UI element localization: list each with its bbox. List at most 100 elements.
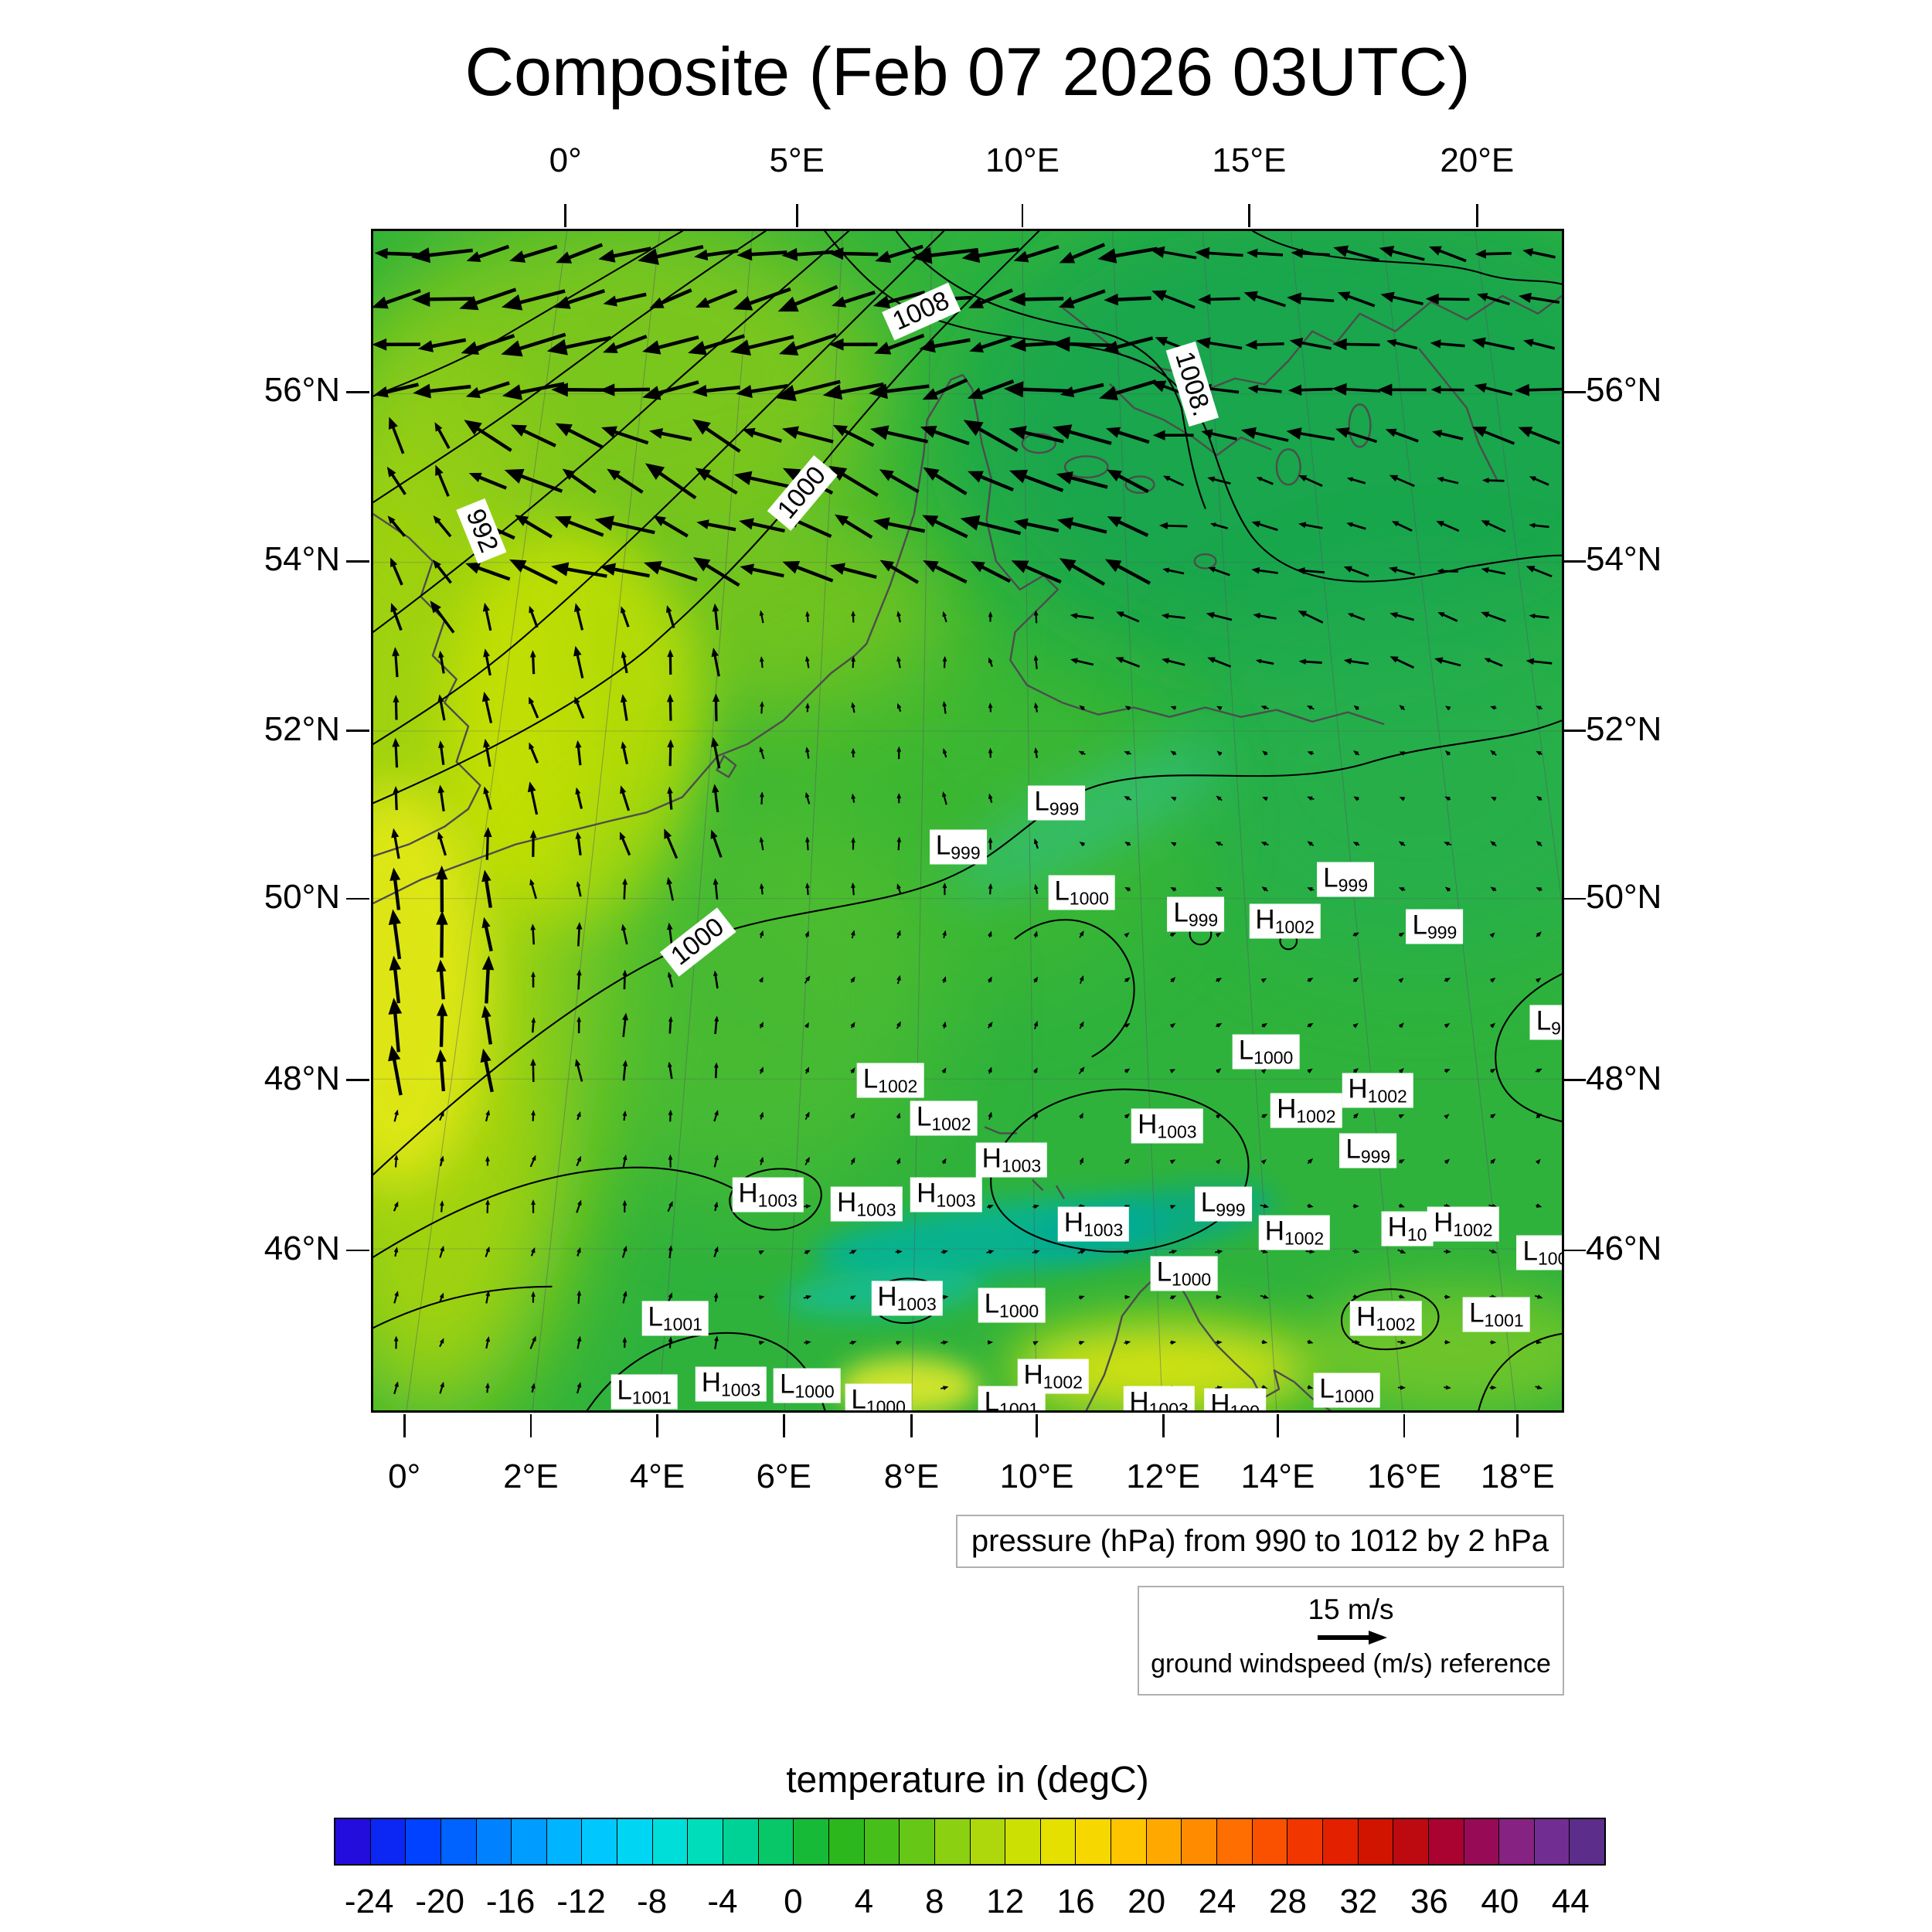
axis-label-lat-left: 52°N (264, 709, 340, 748)
contour-label: 1008. (1165, 342, 1219, 427)
axis-tick-top (1021, 204, 1024, 227)
pressure-center-label: H1002 (1249, 903, 1321, 939)
wind-reference-arrow-icon (1318, 1631, 1387, 1645)
axis-label-bottom: 2°E (503, 1458, 559, 1495)
colorbar-tick-label: -4 (707, 1883, 738, 1920)
pressure-center-value: 1003 (1157, 1121, 1197, 1142)
pressure-center-value: 1003 (856, 1199, 896, 1220)
colorbar-tick-label: 12 (986, 1883, 1025, 1920)
pressure-center-value: 999 (1188, 910, 1219, 930)
pressure-center-letter: H (837, 1187, 857, 1218)
pressure-center-label: L1000 (1313, 1372, 1380, 1408)
pressure-center-letter: L (935, 830, 951, 861)
pressure-center-letter: H (877, 1281, 897, 1312)
pressure-labels-layer: L999L999L1000L999H1002L999L999L99L1000L1… (373, 231, 1562, 1410)
axis-tick-top (564, 204, 566, 227)
pressure-center-value: 1003 (1148, 1399, 1189, 1413)
pressure-center-value: 1000 (1069, 888, 1109, 909)
pressure-center-label: L99 (1529, 1005, 1562, 1040)
pressure-center-label: L1000 (845, 1383, 912, 1410)
colorbar-segment (758, 1819, 794, 1864)
axis-tick-left (346, 391, 369, 393)
colorbar-segment (440, 1819, 477, 1864)
axis-label-lat-right: 50°N (1586, 878, 1662, 917)
axis-label-bottom: 4°E (629, 1458, 685, 1495)
pressure-center-label: L1001 (611, 1374, 678, 1410)
pressure-center-label: L100 (1516, 1235, 1562, 1270)
pressure-center-value: 1002 (1043, 1372, 1083, 1393)
colorbar-segment (828, 1819, 865, 1864)
pressure-center-label: H1003 (975, 1142, 1048, 1178)
colorbar-tick-label: 44 (1551, 1883, 1590, 1920)
pressure-center-value: 999 (1427, 922, 1458, 943)
pressure-center-letter: H (738, 1178, 758, 1209)
pressure-center-label: L999 (1194, 1186, 1252, 1222)
colorbar-tick-label: 8 (925, 1883, 944, 1920)
colorbar-segment (723, 1819, 759, 1864)
pressure-center-label: H1002 (1017, 1359, 1089, 1394)
colorbar-segment (546, 1819, 583, 1864)
wind-reference-speed: 15 m/s (1308, 1594, 1394, 1625)
colorbar-segment (1358, 1819, 1394, 1864)
axis-tick-bottom (1403, 1414, 1406, 1437)
colorbar-tick-label: -12 (556, 1883, 606, 1920)
pressure-center-letter: L (1173, 897, 1189, 928)
colorbar-tick-label: 0 (784, 1883, 803, 1920)
axis-tick-right (1563, 1249, 1586, 1252)
pressure-center-label: L999 (1406, 909, 1464, 944)
pressure-center-label: H1003 (831, 1186, 903, 1222)
pressure-center-letter: L (1536, 1005, 1552, 1036)
axis-label-top: 5°E (769, 141, 825, 179)
pressure-center-label: L999 (1339, 1133, 1397, 1168)
pressure-center-letter: H (1434, 1207, 1454, 1238)
pressure-center-letter: L (617, 1375, 632, 1406)
pressure-center-value: 1003 (757, 1190, 798, 1211)
pressure-center-label: L1001 (1463, 1297, 1530, 1332)
colorbar-segment (1252, 1819, 1288, 1864)
colorbar-segment (1570, 1819, 1605, 1864)
pressure-center-label: L1002 (856, 1063, 924, 1098)
axis-tick-right (1563, 897, 1586, 900)
pressure-center-value: 1000 (1253, 1047, 1294, 1068)
axis-tick-top (795, 204, 798, 227)
pressure-center-value: 1001 (1484, 1310, 1524, 1331)
colorbar-tick-label: -24 (344, 1883, 394, 1920)
pressure-center-label: L999 (929, 829, 987, 865)
axis-label-bottom: 12°E (1126, 1458, 1201, 1495)
pressure-center-value: 1001 (662, 1314, 702, 1335)
colorbar-tick-label: 4 (854, 1883, 874, 1920)
colorbar-segment (1040, 1819, 1077, 1864)
pressure-center-label: H1003 (695, 1366, 767, 1402)
pressure-center-label: H10 (1381, 1211, 1434, 1247)
temperature-colorbar (334, 1818, 1606, 1866)
axis-tick-bottom (1277, 1414, 1279, 1437)
pressure-center-letter: H (1348, 1073, 1368, 1104)
axis-tick-top (1475, 204, 1478, 227)
pressure-center-value: 1002 (931, 1114, 971, 1134)
contour-label: 1000 (659, 907, 736, 977)
pressure-center-label: H1003 (1057, 1206, 1130, 1242)
axis-label-lat-right: 56°N (1586, 371, 1662, 410)
colorbar-segment (512, 1819, 547, 1864)
axis-label-bottom: 14°E (1240, 1458, 1315, 1495)
pressure-center-letter: H (1277, 1094, 1297, 1124)
plot-title: Composite (Feb 07 2026 03UTC) (464, 33, 1471, 110)
pressure-center-letter: L (1238, 1035, 1254, 1066)
axis-tick-left (346, 730, 369, 732)
pressure-center-label: L1000 (978, 1287, 1046, 1323)
colorbar-segment (1217, 1819, 1253, 1864)
pressure-center-value: 1003 (896, 1294, 937, 1315)
pressure-center-value: 100 (1230, 1401, 1260, 1413)
pressure-center-letter: H (981, 1143, 1002, 1174)
pressure-center-label: L999 (1167, 896, 1225, 932)
axis-label-bottom: 16°E (1367, 1458, 1442, 1495)
colorbar-segment (582, 1819, 618, 1864)
pressure-center-label: H1002 (1270, 1093, 1342, 1128)
pressure-center-value: 1003 (936, 1190, 976, 1211)
axis-label-lat-left: 50°N (264, 878, 340, 917)
pressure-center-value: 1001 (631, 1387, 672, 1408)
pressure-center-label: L999 (1028, 785, 1086, 821)
pressure-center-letter: L (1156, 1257, 1172, 1287)
axis-tick-right (1563, 391, 1586, 393)
